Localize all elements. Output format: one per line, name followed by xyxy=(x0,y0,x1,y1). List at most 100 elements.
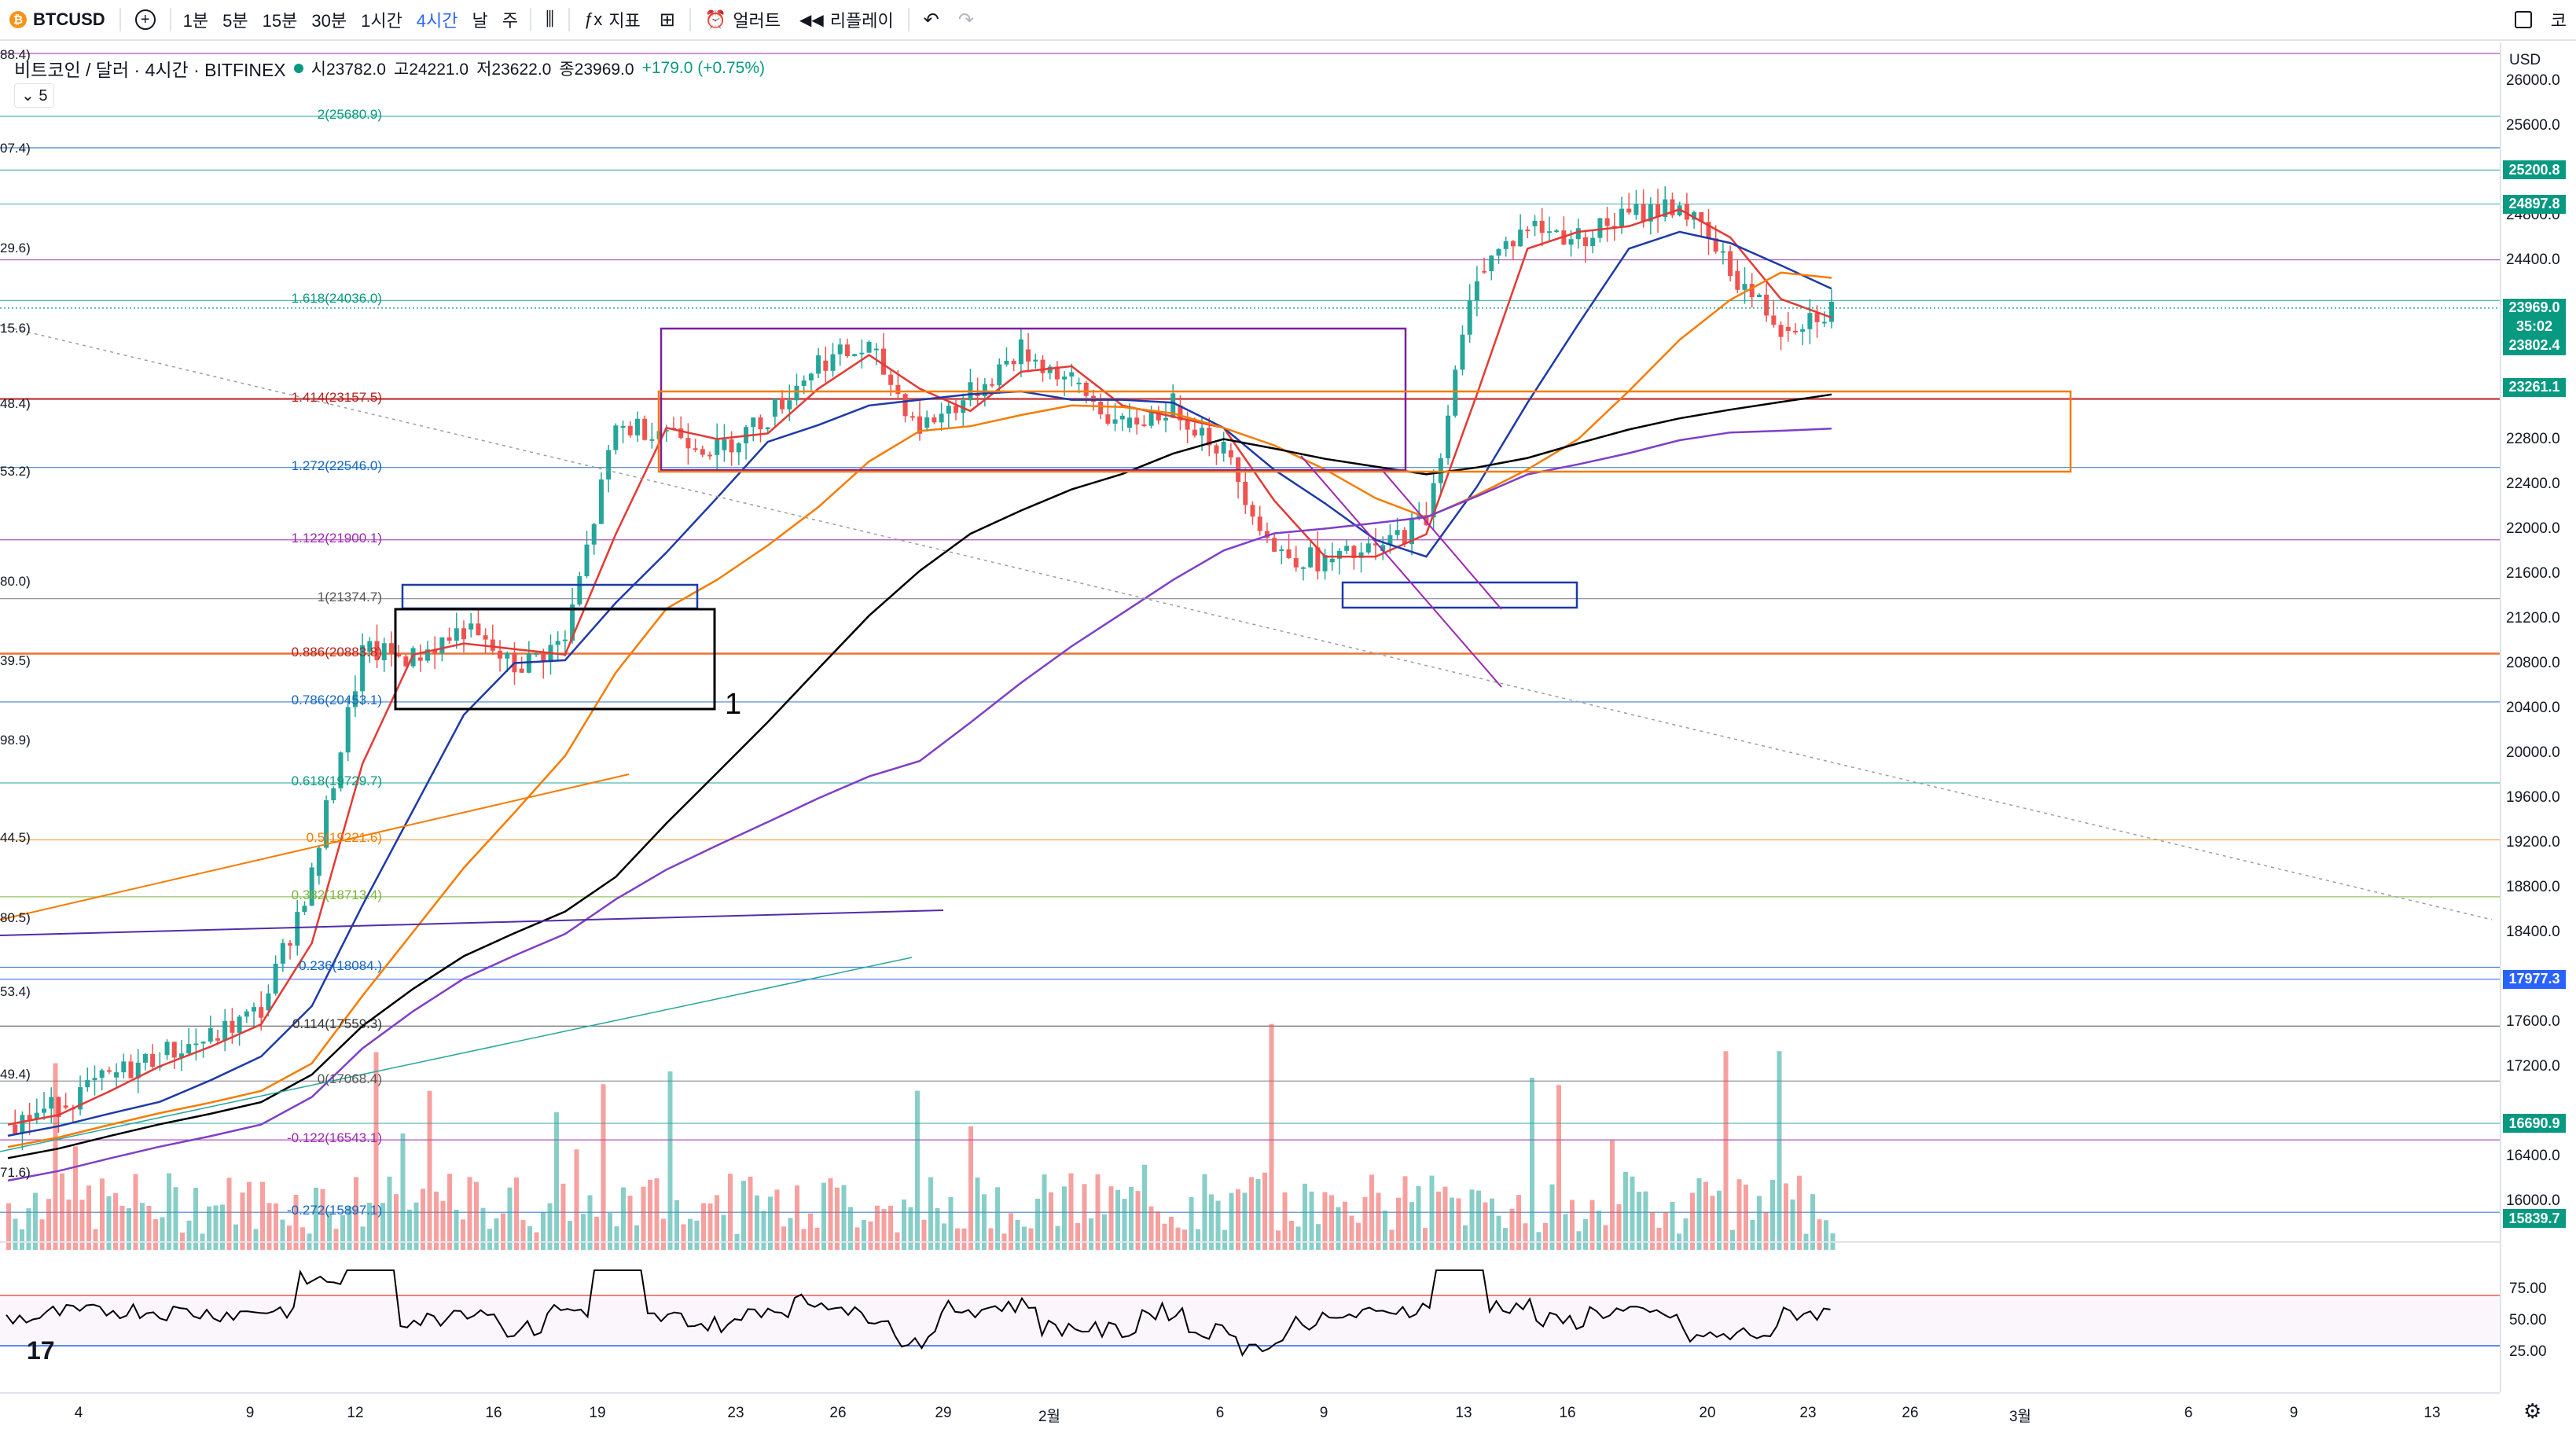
candle-body xyxy=(663,429,669,432)
price-axis[interactable]: USD 26000.025600.024800.024400.023800.02… xyxy=(2500,42,2576,1392)
candle-body xyxy=(765,427,770,430)
toolbar-right-partial[interactable]: 코 xyxy=(2541,0,2576,40)
volume-bar xyxy=(434,1191,439,1250)
volume-bar xyxy=(1429,1175,1435,1250)
candle-body xyxy=(1047,366,1053,373)
interval-2[interactable]: 15분 xyxy=(262,11,298,31)
candle-body xyxy=(1655,204,1661,217)
candle-body xyxy=(178,1053,184,1058)
candle-body xyxy=(114,1072,119,1078)
volume-bar xyxy=(347,1206,352,1250)
chart-type-button[interactable]: ⫼ xyxy=(536,0,564,40)
redo-button[interactable]: ↷ xyxy=(949,0,983,40)
interval-1[interactable]: 5분 xyxy=(222,11,248,31)
candle-body xyxy=(1749,284,1755,298)
interval-3[interactable]: 30분 xyxy=(311,11,347,31)
candle-body xyxy=(42,1108,47,1113)
chart-canvas[interactable]: 1 xyxy=(0,42,2500,1392)
ma-medium-line xyxy=(7,230,1832,1137)
candle-body xyxy=(396,653,402,657)
volume-bar xyxy=(1583,1218,1588,1250)
edge-level-label: 44.5) xyxy=(0,830,31,845)
volume-bar xyxy=(213,1205,219,1250)
volume-bar xyxy=(93,1229,98,1250)
volume-bar xyxy=(1362,1196,1368,1250)
undo-button[interactable]: ↶ xyxy=(914,0,949,40)
volume-bar xyxy=(1122,1199,1127,1250)
time-tick: 4 xyxy=(74,1405,83,1421)
candle-body xyxy=(1380,545,1386,551)
time-tick: 19 xyxy=(589,1405,606,1421)
replay-button[interactable]: ◀◀ 리플레이 xyxy=(790,0,903,40)
fullscreen-button[interactable] xyxy=(2505,0,2541,40)
candle-body xyxy=(519,668,524,673)
candle-body xyxy=(1293,557,1299,568)
candle-body xyxy=(1510,241,1516,247)
candle-body xyxy=(1626,208,1632,213)
candle-body xyxy=(649,439,655,441)
candle-body xyxy=(859,352,865,355)
indicator-toggle[interactable]: ⌄ 5 xyxy=(14,83,55,108)
time-tick: 29 xyxy=(935,1405,952,1421)
redo-icon: ↷ xyxy=(957,9,974,31)
volume-bar xyxy=(868,1221,873,1250)
interval-7[interactable]: 주 xyxy=(502,11,519,31)
volume-bar xyxy=(140,1203,145,1250)
fib-level-label: 1.122(21900.1) xyxy=(291,530,382,546)
volume-bar xyxy=(942,1223,946,1250)
candle-body xyxy=(1315,547,1321,571)
candle-body xyxy=(873,348,879,351)
layouts-button[interactable]: ⊞ xyxy=(650,0,685,40)
candle-body xyxy=(454,628,459,641)
volume-bar xyxy=(13,1218,18,1250)
volume-bar xyxy=(133,1174,138,1250)
volume-bar xyxy=(1082,1184,1087,1250)
candle-body xyxy=(476,623,481,636)
candle-body xyxy=(1214,445,1219,454)
volume-bar xyxy=(995,1187,1000,1250)
candle-body xyxy=(1735,270,1740,290)
candle-body xyxy=(483,635,488,640)
tradingview-logo[interactable]: 17 xyxy=(27,1336,55,1365)
interval-5[interactable]: 4시간 xyxy=(416,11,458,31)
candle-body xyxy=(1532,220,1538,226)
candle-body xyxy=(1604,218,1610,226)
candle-body xyxy=(424,649,430,661)
price-tick: 22800.0 xyxy=(2506,430,2560,447)
candle-body xyxy=(591,524,597,545)
edge-level-label: 49.4) xyxy=(0,1067,31,1082)
interval-0[interactable]: 1분 xyxy=(182,11,209,31)
volume-bar xyxy=(848,1207,853,1250)
currency-label[interactable]: USD xyxy=(2509,52,2541,68)
candle-body xyxy=(280,942,285,965)
volume-bar xyxy=(701,1203,706,1250)
edge-level-label: 71.6) xyxy=(0,1165,31,1180)
indicators-button[interactable]: ƒx 지표 xyxy=(575,0,650,40)
annotation-label: 1 xyxy=(725,688,741,721)
gear-icon[interactable]: ⚙ xyxy=(2523,1399,2542,1423)
candle-body xyxy=(685,438,691,449)
volume-bar xyxy=(86,1185,91,1250)
candle-body xyxy=(1792,330,1798,333)
candle-body xyxy=(1156,411,1161,421)
volume-bar xyxy=(1637,1192,1641,1250)
candle-body xyxy=(193,1043,199,1045)
price-tick: 25600.0 xyxy=(2506,116,2560,134)
price-badge: 23969.0 xyxy=(2503,298,2566,318)
time-tick: 9 xyxy=(245,1405,255,1421)
volume-bar xyxy=(300,1227,305,1250)
candle-body xyxy=(1351,546,1357,558)
alert-button[interactable]: ⏰ 얼러트 xyxy=(696,0,790,40)
interval-4[interactable]: 1시간 xyxy=(361,11,402,31)
volume-bar xyxy=(1763,1212,1769,1250)
interval-6[interactable]: 날 xyxy=(472,11,488,31)
chart-pane[interactable]: 1 xyxy=(0,42,2576,1433)
volume-bar xyxy=(1356,1222,1361,1250)
volume-bar xyxy=(106,1196,112,1250)
candle-body xyxy=(244,1011,249,1017)
symbol-selector[interactable]: ₿ BTCUSD xyxy=(0,0,115,40)
compare-button[interactable]: + xyxy=(126,0,165,40)
time-axis[interactable]: 4 9 12 16 19 23 26 29 2월 6 9 13 16 20 23 26 3월 6 9 13 xyxy=(0,1392,2500,1433)
volume-bar xyxy=(928,1177,933,1250)
candle-body xyxy=(295,912,300,946)
